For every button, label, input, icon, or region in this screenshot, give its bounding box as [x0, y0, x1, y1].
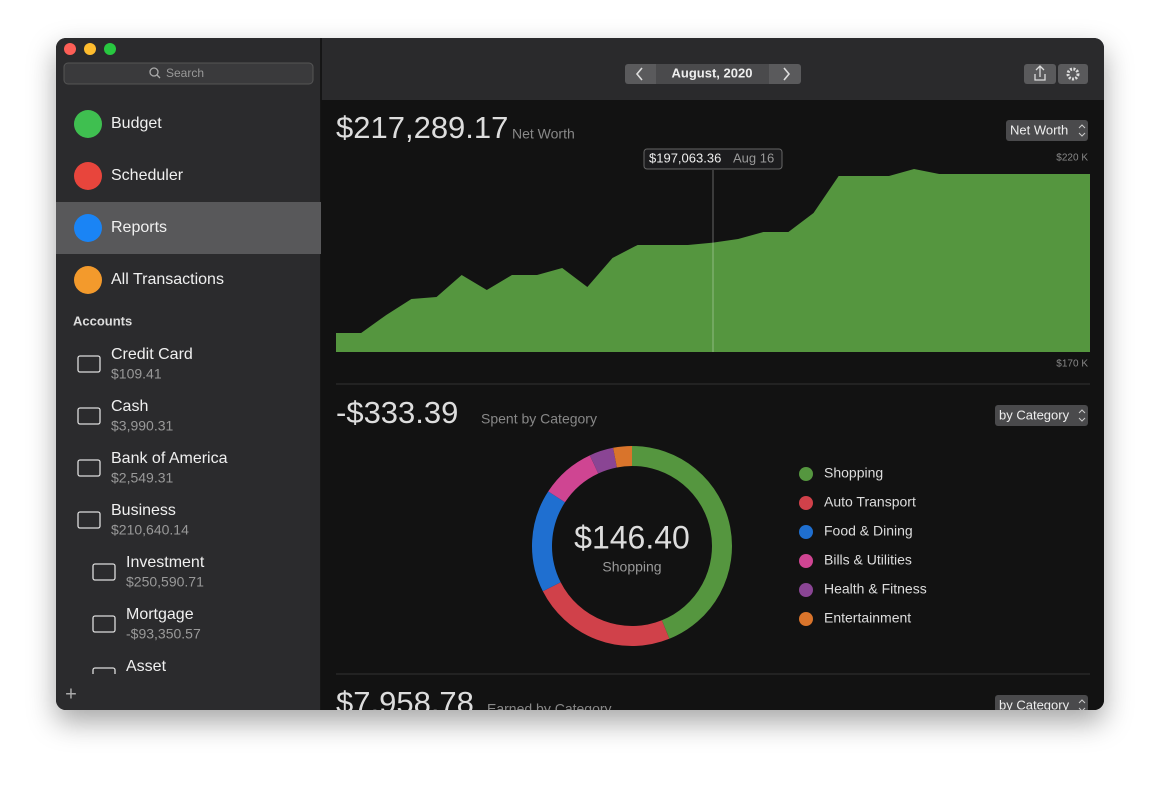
section-heading: Accounts	[73, 313, 132, 328]
sidebar	[56, 38, 321, 710]
account-balance: $109.41	[111, 366, 162, 382]
account-icon	[77, 355, 101, 373]
account-icon	[92, 615, 116, 633]
account-name[interactable]: Business	[111, 502, 176, 519]
search-icon	[156, 74, 161, 79]
legend-label: Auto Transport	[824, 494, 916, 510]
legend-swatch	[799, 554, 813, 568]
account-name[interactable]: Asset	[126, 658, 167, 675]
legend-label: Bills & Utilities	[824, 552, 912, 568]
legend-swatch	[799, 496, 813, 510]
donut-segment	[532, 491, 566, 592]
legend-swatch	[799, 467, 813, 481]
gear-icon	[1066, 67, 1080, 81]
menu-button[interactable]	[995, 695, 1088, 716]
donut-center-label: Shopping	[602, 559, 661, 575]
nav-item[interactable]: Scheduler	[111, 167, 184, 184]
tooltip-value: $197,063.36	[649, 150, 721, 165]
account-balance: $3,990.31	[111, 418, 173, 434]
amount: $217,289.17	[336, 110, 508, 145]
account-icon	[77, 511, 101, 529]
window-content: Search August, 2020 Budget Scheduler Repor…	[56, 38, 1104, 720]
account-icon	[77, 459, 101, 477]
donut-segment	[631, 446, 732, 639]
account-name[interactable]: Mortgage	[126, 606, 194, 623]
legend-swatch	[799, 525, 813, 539]
legend-label: Shopping	[824, 465, 883, 481]
menu-button[interactable]	[995, 405, 1088, 426]
minimize-button[interactable]	[84, 43, 96, 55]
legend-label: Food & Dining	[824, 523, 913, 539]
zoom-button[interactable]	[104, 43, 116, 55]
sidebar-list: Budget Scheduler Reports All Transactions Ac…	[73, 110, 228, 675]
donut-segment	[613, 446, 633, 468]
amount-label: Earned by Category	[487, 701, 612, 717]
legend-swatch	[799, 583, 813, 597]
donut-segment	[542, 581, 670, 646]
account-name[interactable]: Bank of America	[111, 450, 228, 467]
menu-label: by Category	[999, 697, 1070, 712]
legend-label: Health & Fitness	[824, 581, 927, 597]
account-balance: $2,549.31	[111, 470, 173, 486]
account-balance: $210,640.14	[111, 522, 189, 538]
nav-icon	[74, 214, 102, 242]
settings-button[interactable]	[1058, 64, 1088, 84]
share-icon	[1034, 65, 1046, 81]
donut-center-value: $146.40	[574, 519, 690, 555]
menu-label: by Category	[999, 407, 1070, 422]
account-icon	[77, 407, 101, 425]
tooltip-date: Aug 16	[733, 150, 774, 165]
menu-chevron	[1078, 699, 1086, 710]
tooltip	[643, 148, 783, 170]
y-tick-label: $170 K	[1056, 359, 1088, 370]
nav-icon	[74, 110, 102, 138]
search-placeholder: Search	[166, 66, 204, 80]
account-name[interactable]: Credit Card	[111, 346, 193, 363]
next-month[interactable]	[783, 67, 791, 81]
prev-month[interactable]	[635, 67, 643, 81]
area	[336, 168, 1090, 352]
nav-icon	[74, 162, 102, 190]
account-balance: $250,590.71	[126, 574, 204, 590]
nav-icon	[74, 266, 102, 294]
nav-item[interactable]: Budget	[111, 115, 162, 132]
legend-swatch	[799, 612, 813, 626]
account-balance: -$93,350.57	[126, 626, 201, 642]
menu-chevron	[1078, 124, 1086, 137]
amount: -$333.39	[336, 395, 458, 430]
donut-segment	[589, 447, 618, 474]
nav-item[interactable]: All Transactions	[111, 271, 224, 288]
amount-label: Spent by Category	[481, 411, 597, 427]
amount: $7,958.78	[336, 685, 474, 720]
close-button[interactable]	[64, 43, 76, 55]
amount-label: Net Worth	[512, 126, 575, 142]
account-icon	[92, 667, 116, 674]
menu-label: Net Worth	[1010, 122, 1068, 137]
account-name[interactable]: Cash	[111, 398, 148, 415]
account-icon	[92, 563, 116, 581]
menu-chevron	[1078, 409, 1086, 422]
date-label: August, 2020	[672, 65, 753, 80]
search-field[interactable]	[63, 62, 314, 85]
menu-button[interactable]	[1006, 120, 1088, 141]
y-tick-label: $220 K	[1056, 153, 1088, 164]
donut-segment	[548, 455, 599, 503]
search-icon	[149, 67, 159, 77]
date-label-bg	[656, 64, 769, 84]
add-button[interactable]: +	[65, 683, 77, 705]
account-name[interactable]: Investment	[126, 554, 205, 571]
legend-label: Entertainment	[824, 610, 911, 626]
nav-item[interactable]: Reports	[111, 219, 167, 236]
